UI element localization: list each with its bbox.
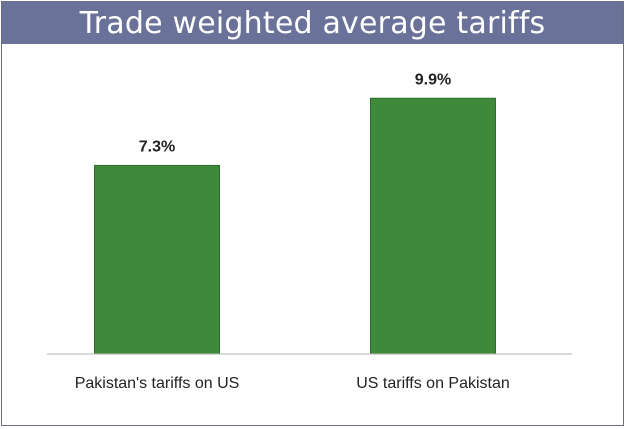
- category-label-0: Pakistan's tariffs on US: [75, 375, 240, 392]
- chart-title: Trade weighted average tariffs: [79, 5, 546, 41]
- bar-0: [94, 164, 220, 355]
- category-label-1: US tariffs on Pakistan: [356, 375, 510, 392]
- bar-value-label-1: 9.9%: [415, 71, 451, 88]
- bar-value-label-0: 7.3%: [139, 138, 175, 155]
- bar-1: [370, 97, 496, 355]
- title-bar: Trade weighted average tariffs: [2, 2, 623, 44]
